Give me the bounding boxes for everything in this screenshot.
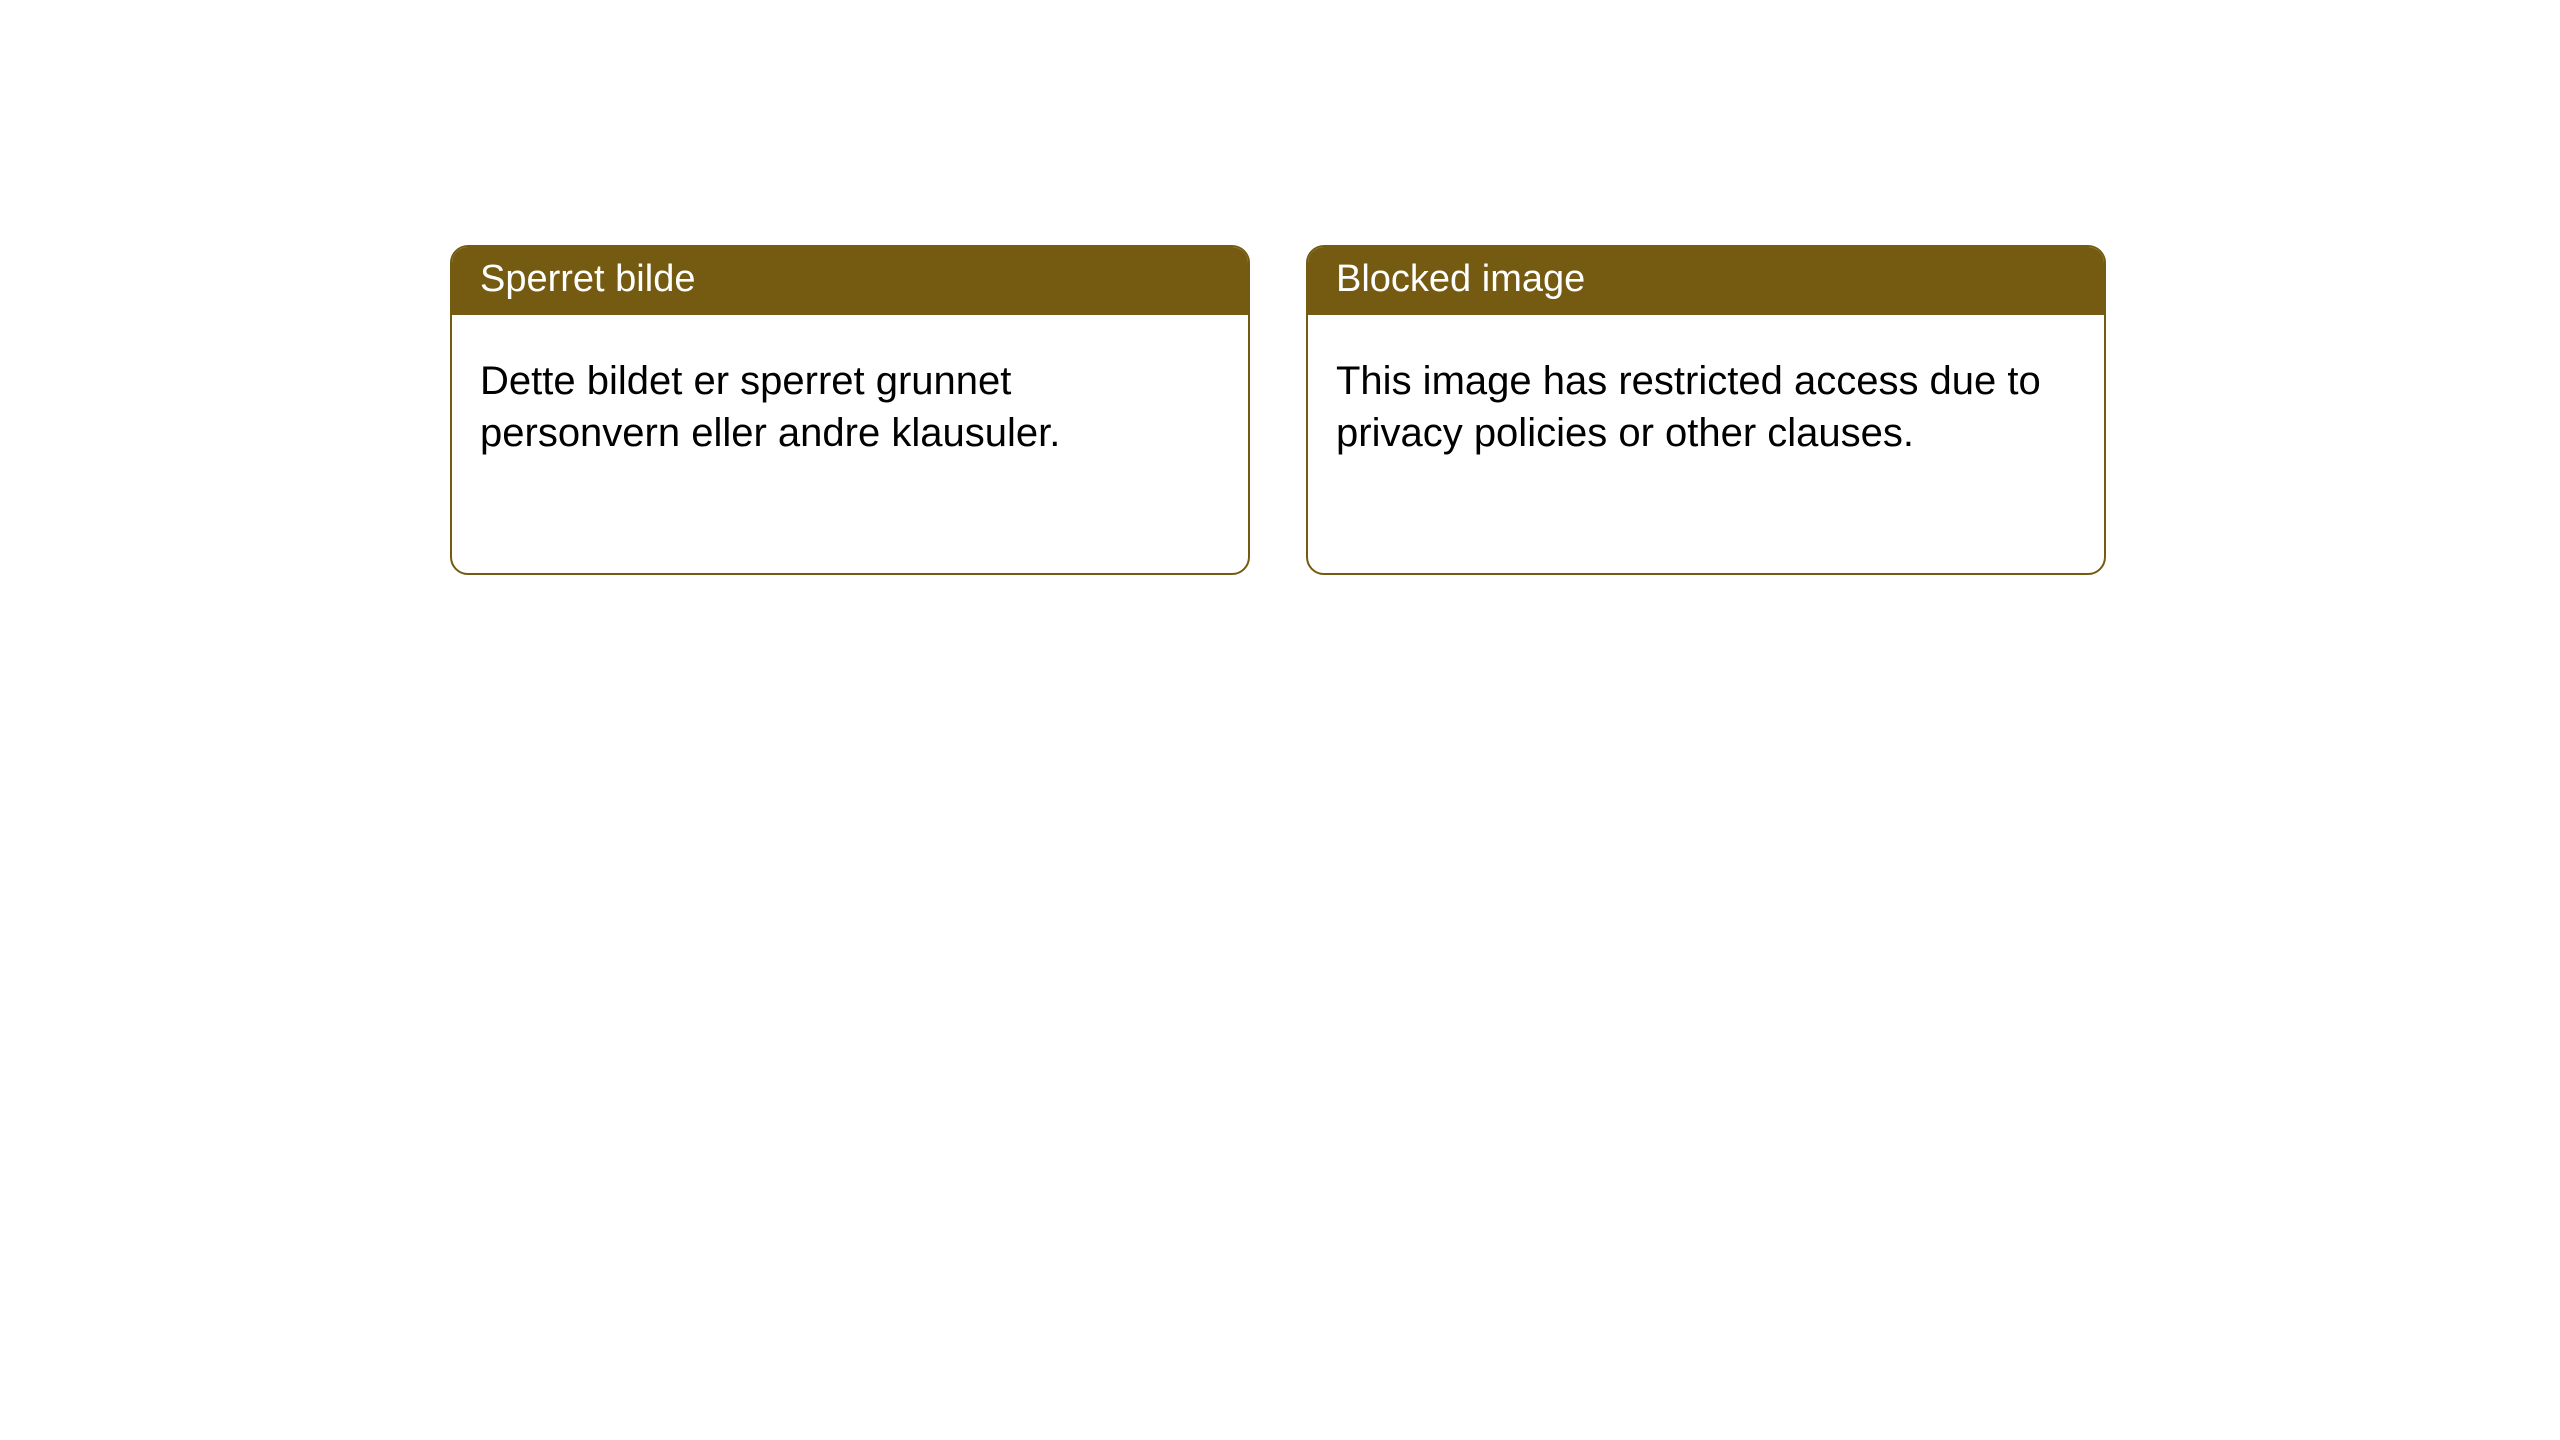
notice-card-english: Blocked image This image has restricted … [1306, 245, 2106, 575]
notice-title: Sperret bilde [452, 247, 1248, 315]
notice-body: Dette bildet er sperret grunnet personve… [452, 315, 1248, 487]
notice-body: This image has restricted access due to … [1308, 315, 2104, 487]
notice-title: Blocked image [1308, 247, 2104, 315]
notice-cards-container: Sperret bilde Dette bildet er sperret gr… [450, 245, 2560, 575]
notice-card-norwegian: Sperret bilde Dette bildet er sperret gr… [450, 245, 1250, 575]
